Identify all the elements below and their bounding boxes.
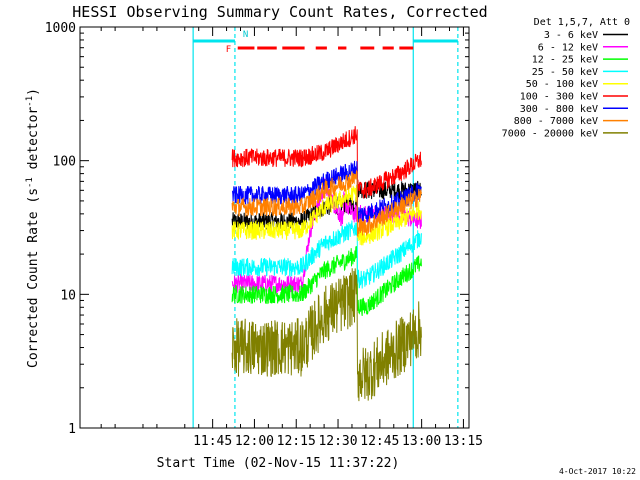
legend-title: Det 1,5,7, Att 0 xyxy=(534,17,630,28)
x-tick-label: 12:30 xyxy=(318,434,357,449)
x-tick-label: 13:00 xyxy=(402,434,441,449)
series-line xyxy=(231,169,422,238)
plot-area: NF 11:45 12:00 12:15 12:30 12:45 13:00 13:1511… xyxy=(45,21,483,449)
legend-label: 300 - 800 keV xyxy=(520,104,598,115)
x-tick-label: 13:15 xyxy=(444,434,483,449)
plot-timestamp: 4-Oct-2017 10:22 xyxy=(559,467,636,476)
legend-label: 3 - 6 keV xyxy=(544,30,598,41)
legend-label: 25 - 50 keV xyxy=(532,67,598,78)
legend-label: 800 - 7000 keV xyxy=(514,116,598,127)
x-tick-label: 12:45 xyxy=(360,434,399,449)
series-layer xyxy=(231,126,422,402)
legend-label: 7000 - 20000 keV xyxy=(502,128,598,139)
series-line xyxy=(231,220,422,289)
legend-label: 6 - 12 keV xyxy=(538,42,598,53)
x-tick-label: 12:15 xyxy=(277,434,316,449)
legend-label: 12 - 25 keV xyxy=(532,55,598,66)
axes-layer: 11:45 12:00 12:15 12:30 12:45 13:00 13:15 1 10 10… xyxy=(45,21,483,449)
y-axis-label: Corrected Count Rate (s-1 detector-1) xyxy=(25,88,41,368)
night-label: N xyxy=(243,30,248,40)
x-tick-label: 11:45 xyxy=(193,434,232,449)
y-tick-label: 100 xyxy=(53,155,76,170)
legend-label: 50 - 100 keV xyxy=(526,79,598,90)
overlay-layer: NF xyxy=(192,27,459,428)
legend-label: 100 - 300 keV xyxy=(520,92,598,103)
x-tick-label: 12:00 xyxy=(235,434,274,449)
plot-frame xyxy=(79,26,470,429)
chart-title: HESSI Observing Summary Count Rates, Cor… xyxy=(72,3,487,21)
y-tick-label: 1000 xyxy=(45,21,76,36)
y-tick-label: 10 xyxy=(60,288,76,303)
flag-label: F xyxy=(226,45,231,55)
series-line xyxy=(231,126,422,199)
x-axis-label: Start Time (02-Nov-15 11:37:22) xyxy=(157,456,400,471)
y-tick-label: 1 xyxy=(68,422,76,437)
series-line xyxy=(231,268,422,402)
series-line xyxy=(231,246,422,316)
